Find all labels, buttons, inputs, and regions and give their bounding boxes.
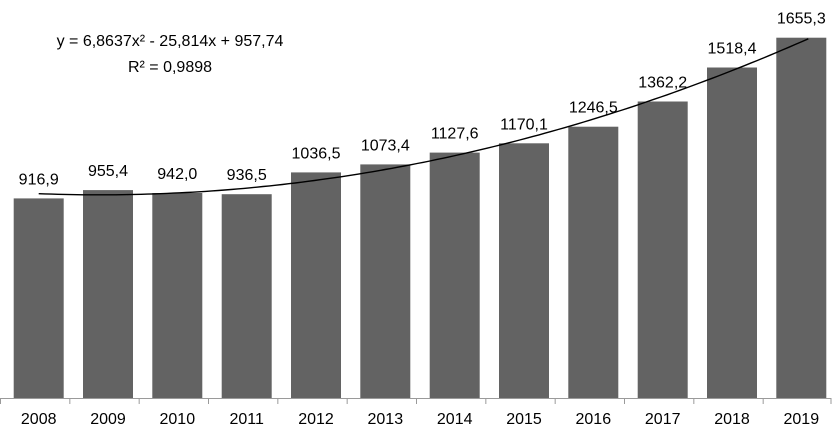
data-label-2012: 1036,5 <box>292 145 341 162</box>
data-label-2018: 1518,4 <box>708 41 757 58</box>
bar-2011 <box>221 194 272 398</box>
x-tick-label-2016: 2016 <box>576 411 612 427</box>
data-labels-group: 916,9 955,4 942,0 936,5 1036,5 1073,4 1127,6 11… <box>19 11 826 189</box>
trendline-r-squared: R² = 0,9898 <box>128 59 212 76</box>
bar-2008 <box>13 198 64 398</box>
bar-2017 <box>637 101 688 398</box>
x-tick-label-2011: 2011 <box>229 411 264 427</box>
x-tick-label-2018: 2018 <box>714 411 750 427</box>
data-label-2017: 1362,2 <box>638 75 687 92</box>
trendline-equation: y = 6,8637x² - 25,814x + 957,74 <box>57 33 284 50</box>
data-label-2016: 1246,5 <box>569 100 618 117</box>
bar-2012 <box>291 172 341 398</box>
x-tick-label-2015: 2015 <box>506 411 542 427</box>
data-label-2008: 916,9 <box>19 171 59 188</box>
x-tick-label-2009: 2009 <box>90 411 126 427</box>
x-tick-label-2013: 2013 <box>368 411 404 427</box>
x-tick-label-2017: 2017 <box>645 411 681 427</box>
bar-2015 <box>499 143 549 398</box>
bar-2016 <box>568 126 619 398</box>
data-label-2013: 1073,4 <box>361 137 410 154</box>
trendline <box>38 38 809 196</box>
x-axis: 2008 2009 2010 2011 2012 2013 2014 2015 2016 2017… <box>0 398 832 427</box>
x-tick-label-2012: 2012 <box>298 411 334 427</box>
data-label-2015: 1170,1 <box>500 116 548 133</box>
bar-2009 <box>83 190 133 398</box>
bar-2019 <box>776 37 827 398</box>
bar-2013 <box>360 164 411 398</box>
bars-group <box>13 37 827 398</box>
x-tick-label-2010: 2010 <box>160 411 196 427</box>
x-tick-label-2019: 2019 <box>784 411 820 427</box>
data-label-2019: 1655,3 <box>777 11 826 28</box>
data-label-2010: 942,0 <box>157 166 197 183</box>
x-tick-label-2008: 2008 <box>21 411 57 427</box>
bar-2018 <box>707 67 757 398</box>
bar-2010 <box>152 193 203 398</box>
data-label-2011: 936,5 <box>227 167 267 184</box>
data-label-2014: 1127,6 <box>431 126 479 143</box>
x-tick-label-2014: 2014 <box>437 411 473 427</box>
data-label-2009: 955,4 <box>88 163 128 180</box>
bar-2014 <box>429 152 480 398</box>
